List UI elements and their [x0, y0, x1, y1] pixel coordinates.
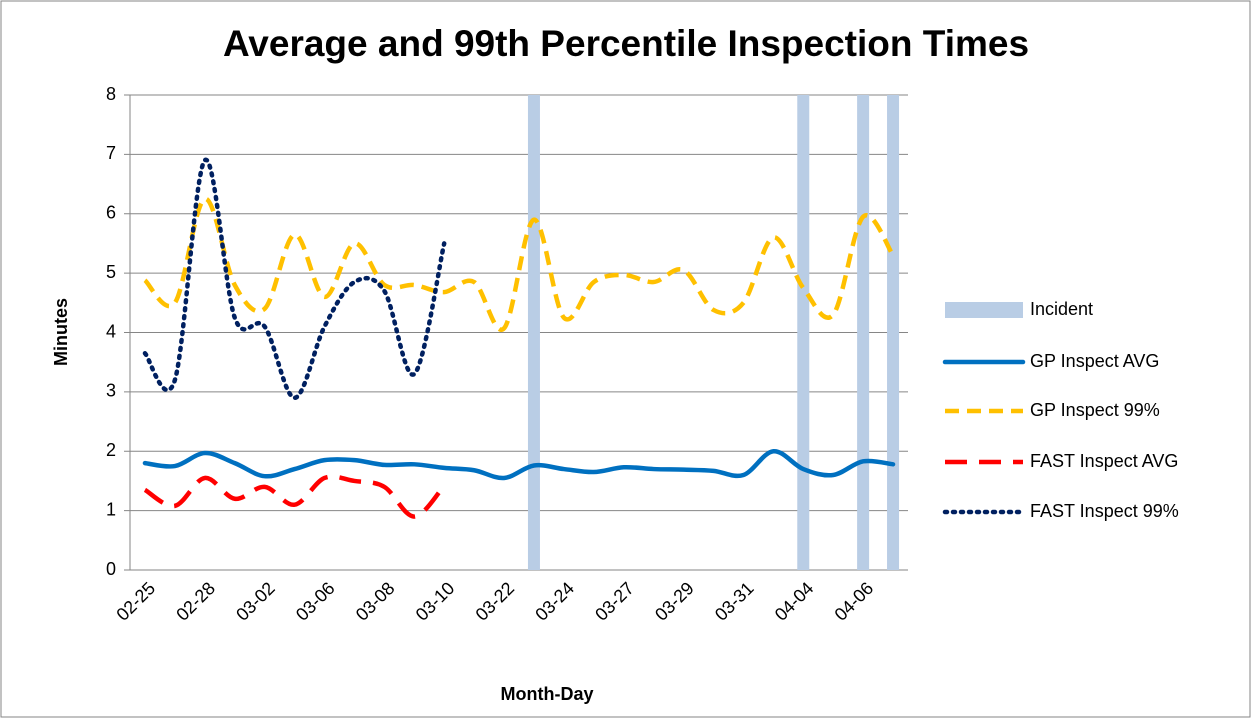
y-axis-label: Minutes — [51, 298, 71, 366]
y-tick-label: 6 — [106, 203, 116, 223]
y-tick-label: 1 — [106, 499, 116, 519]
incident-bar — [527, 95, 540, 570]
incident-bar — [887, 95, 900, 570]
legend-label: Incident — [1030, 299, 1093, 319]
y-tick-label: 5 — [106, 262, 116, 282]
y-tick-label: 8 — [106, 84, 116, 104]
incident-bar — [797, 95, 810, 570]
line — [142, 449, 896, 481]
incident-bar — [857, 95, 870, 570]
legend-label: GP Inspect AVG — [1030, 351, 1159, 371]
y-tick-label: 2 — [106, 440, 116, 460]
chart-title: Average and 99th Percentile Inspection T… — [223, 23, 1029, 64]
y-tick-label: 7 — [106, 143, 116, 163]
line — [143, 474, 446, 519]
line — [142, 158, 447, 401]
legend-label: GP Inspect 99% — [1030, 400, 1160, 420]
x-axis-label: Month-Day — [501, 684, 594, 704]
legend-label: FAST Inspect AVG — [1030, 451, 1178, 471]
y-tick-label: 0 — [106, 559, 116, 579]
y-tick-label: 4 — [106, 321, 116, 341]
y-tick-label: 3 — [106, 381, 116, 401]
legend-swatch — [945, 302, 1023, 318]
line — [143, 196, 895, 332]
legend-label: FAST Inspect 99% — [1030, 501, 1179, 521]
